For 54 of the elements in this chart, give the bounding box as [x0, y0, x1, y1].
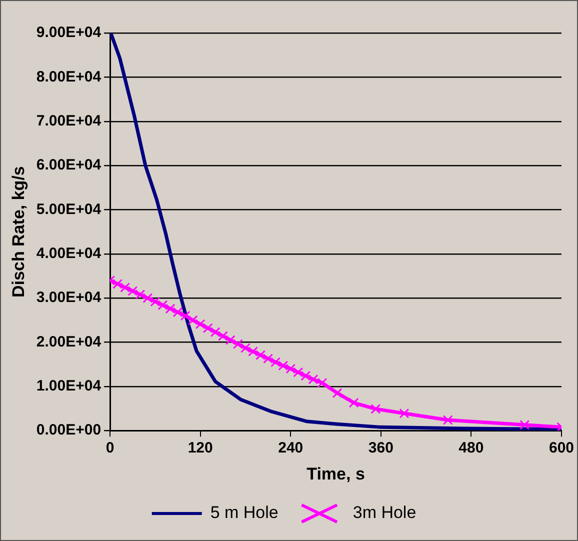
- point: [240, 342, 250, 353]
- point: [300, 370, 311, 381]
- y-tick-label: 0.00E+00: [36, 422, 102, 439]
- x-tick-label: 600: [548, 440, 574, 457]
- point: [202, 323, 213, 334]
- x-tick-label: 0: [106, 440, 114, 457]
- point: [180, 310, 190, 321]
- y-tick-label: 6.00E+04: [36, 156, 102, 174]
- point: [348, 398, 359, 408]
- point: [218, 331, 228, 342]
- point: [256, 350, 266, 360]
- point: [317, 378, 328, 388]
- point: [332, 388, 342, 398]
- y-tick-label: 9.00E+04: [36, 24, 102, 42]
- point: [188, 315, 198, 326]
- point: [278, 360, 288, 371]
- point: [158, 300, 168, 310]
- y-tick-label: 8.00E+04: [36, 68, 102, 86]
- x-axis-title: Time, s: [306, 464, 365, 484]
- point: [442, 415, 453, 425]
- y-tick-label: 4.00E+04: [36, 245, 102, 262]
- point: [120, 282, 130, 292]
- point: [135, 290, 146, 300]
- point: [370, 404, 381, 414]
- y-tick-label: 5.00E+04: [36, 200, 102, 218]
- point: [165, 304, 176, 314]
- x-tick-label: 120: [188, 440, 213, 457]
- point: [520, 420, 530, 430]
- point: [286, 364, 296, 374]
- y-tick-label: 7.00E+04: [36, 112, 102, 130]
- x-tick-label: 240: [278, 440, 304, 457]
- x-tick-label: 360: [368, 440, 394, 457]
- point: [308, 374, 318, 384]
- point: [172, 307, 183, 318]
- point: [142, 293, 153, 304]
- legend-label: 3m Hole: [352, 503, 416, 522]
- y-tick-label: 2.00E+04: [36, 333, 102, 350]
- point: [128, 286, 138, 296]
- point: [399, 408, 410, 418]
- legend-label: 5 m Hole: [210, 503, 278, 522]
- point: [112, 278, 123, 289]
- point: [210, 327, 220, 338]
- point: [270, 357, 281, 368]
- point: [150, 296, 160, 307]
- y-axis-title: Disch Rate, kg/s: [8, 166, 28, 298]
- y-tick-label: 3.00E+04: [36, 289, 102, 306]
- point: [232, 339, 243, 350]
- y-tick-label: 1.00E+04: [36, 378, 102, 395]
- x-tick-label: 480: [458, 440, 484, 457]
- point: [195, 319, 206, 330]
- point: [293, 367, 304, 378]
- point: [225, 335, 236, 346]
- point: [248, 346, 258, 357]
- point: [263, 354, 274, 364]
